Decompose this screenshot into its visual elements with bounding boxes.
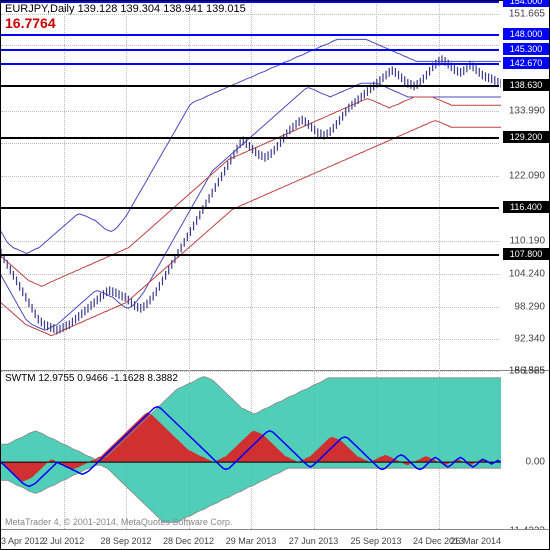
price-svg (1, 1, 501, 371)
x-tick-label: 3 Apr 2012 (1, 536, 45, 546)
x-tick-label: 26 Mar 2014 (450, 536, 501, 546)
y-tick-label: 133.990 (509, 105, 545, 116)
y-tick-label: 110.190 (510, 236, 545, 247)
horizontal-level-line[interactable] (1, 85, 499, 87)
x-tick-label: 28 Dec 2012 (163, 536, 214, 546)
y-tick-label: 104.240 (509, 269, 545, 280)
indicator-svg (1, 371, 501, 531)
y-tick-label: 92.340 (514, 334, 545, 345)
indicator-y-axis: -11.42220.0015.1325 (499, 371, 549, 529)
horizontal-level-line[interactable] (1, 63, 499, 65)
horizontal-level-line[interactable] (1, 34, 499, 36)
x-tick-label: 25 Sep 2013 (350, 536, 401, 546)
price-panel[interactable]: EURJPY,Daily 139.128 139.304 138.941 139… (1, 1, 549, 371)
y-tick-label: 122.090 (509, 171, 545, 182)
indicator-plot-area[interactable] (1, 371, 499, 529)
indicator-panel[interactable]: SWTM 12.9755 0.9466 -1.1628 8.3882 MetaT… (1, 371, 549, 529)
x-tick-label: 27 Jun 2013 (289, 536, 339, 546)
indicator-title: SWTM 12.9755 0.9466 -1.1628 8.3882 (5, 373, 178, 384)
y-tick-label: 0.00 (526, 457, 545, 468)
symbol-label: EURJPY,Daily (5, 3, 75, 15)
horizontal-level-line[interactable] (1, 49, 499, 51)
y-tick-label: 15.1325 (509, 366, 545, 377)
chart-container: EURJPY,Daily 139.128 139.304 138.941 139… (0, 0, 550, 550)
y-tick-label: 98.290 (514, 301, 545, 312)
horizontal-level-line[interactable] (1, 254, 499, 256)
horizontal-level-line[interactable] (1, 137, 499, 139)
x-tick-label: 29 Mar 2013 (226, 536, 277, 546)
value-label: 16.7764 (5, 15, 56, 31)
x-tick-label: 2 Jul 2012 (43, 536, 85, 546)
copyright-label: MetaTrader 4, © 2001-2014, MetaQuotes So… (5, 517, 232, 527)
price-y-axis: 86.56592.34098.290104.240110.190122.0901… (499, 1, 549, 371)
ohlc-label: 139.128 139.304 138.941 139.015 (78, 3, 246, 15)
x-axis: 3 Apr 20122 Jul 2012 28 Sep 2012 28 Dec 20… (1, 529, 549, 549)
horizontal-level-line[interactable] (1, 207, 499, 209)
x-tick-label: 28 Sep 2012 (100, 536, 151, 546)
y-tick-label: 151.665 (509, 8, 545, 19)
price-plot-area[interactable]: 154.000148.000145.300142.670138.630129.2… (1, 1, 499, 370)
chart-title: EURJPY,Daily 139.128 139.304 138.941 139… (5, 3, 246, 31)
